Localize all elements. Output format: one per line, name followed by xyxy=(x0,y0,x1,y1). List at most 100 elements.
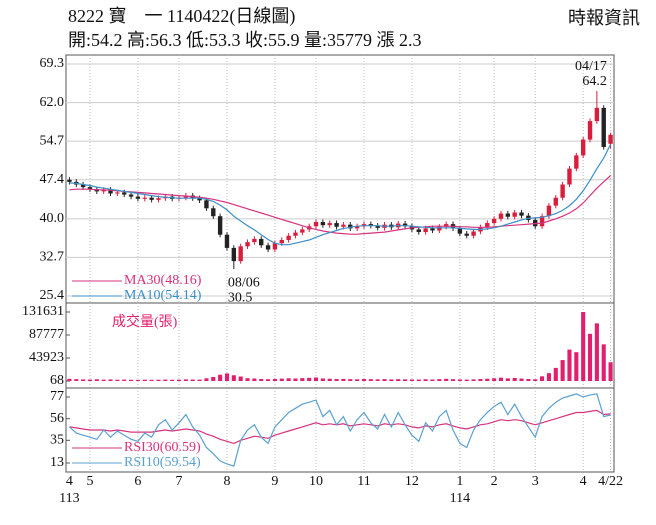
candle-body xyxy=(115,192,120,194)
y-tick-label: 40.0 xyxy=(40,211,65,226)
y-tick-label: 54.7 xyxy=(40,133,65,148)
candle-body xyxy=(587,121,593,140)
bar xyxy=(437,379,442,381)
bar xyxy=(403,379,408,381)
candle-body xyxy=(156,198,161,200)
candle-body xyxy=(204,200,209,209)
y-tick-label: 47.4 xyxy=(40,172,65,187)
candle-body xyxy=(293,232,298,236)
bar xyxy=(498,377,504,381)
source: 時報資訊 xyxy=(568,8,640,28)
bar xyxy=(224,373,230,381)
y-tick-label: 13 xyxy=(50,455,64,470)
legend-label: RSI30(60.59) xyxy=(124,440,201,455)
y-tick-label: 131631 xyxy=(22,304,64,319)
bar xyxy=(320,378,325,381)
bar xyxy=(533,379,538,381)
legend-label: 成交量(張) xyxy=(112,313,178,330)
bar xyxy=(300,378,305,381)
x-tick-label: 9 xyxy=(271,474,278,489)
bar xyxy=(540,376,545,381)
candle-body xyxy=(142,197,147,199)
bar xyxy=(190,379,195,381)
candle-body xyxy=(67,179,72,182)
annotation-value: 64.2 xyxy=(582,74,607,89)
x-tick-label: 10 xyxy=(309,474,323,489)
candle-body xyxy=(238,246,243,262)
quote: 開:54.2 高:56.3 低:53.3 收:55.9 量:35779 漲 2.… xyxy=(68,30,422,50)
bar xyxy=(341,378,346,381)
candle-body xyxy=(498,213,504,219)
chart-title: 8222 寶 一 1140422(日線圖) xyxy=(68,6,295,27)
y-tick-label: 32.7 xyxy=(40,250,65,265)
bar xyxy=(389,379,394,381)
candle-body xyxy=(272,243,278,250)
legend-label: RSI10(59.54) xyxy=(124,455,201,470)
bar xyxy=(252,378,257,381)
candle-body xyxy=(259,238,264,246)
bar xyxy=(457,379,462,381)
bar xyxy=(211,376,216,381)
line-series xyxy=(69,409,611,445)
candle-body xyxy=(375,225,380,228)
bar xyxy=(485,378,490,381)
candle-body xyxy=(471,231,476,236)
candle-body xyxy=(265,245,271,250)
candle-body xyxy=(567,168,572,185)
bar xyxy=(272,378,277,381)
candle-body xyxy=(491,218,497,224)
candle-body xyxy=(300,229,305,233)
bar xyxy=(512,377,517,381)
bar xyxy=(156,379,161,381)
y-tick-label: 68 xyxy=(50,373,64,388)
bar xyxy=(430,379,435,381)
candle-body xyxy=(224,234,230,248)
candle-body xyxy=(512,212,517,217)
annotation-value: 30.5 xyxy=(228,290,253,305)
candle-body xyxy=(539,216,545,227)
bar xyxy=(87,379,93,381)
bar xyxy=(231,375,236,381)
panel-frame xyxy=(65,387,615,473)
candle-body xyxy=(430,228,435,231)
bar xyxy=(478,379,483,381)
bar xyxy=(574,352,579,381)
candle-body xyxy=(286,235,291,240)
bar xyxy=(505,378,510,381)
bar xyxy=(416,379,421,381)
candle-body xyxy=(416,229,421,233)
bar xyxy=(67,378,72,381)
candle-body xyxy=(108,189,113,194)
annotation-date: 04/17 xyxy=(575,59,607,74)
bar xyxy=(135,379,140,381)
bar xyxy=(546,373,551,381)
bar xyxy=(149,379,154,381)
bar xyxy=(122,379,127,381)
candle-body xyxy=(457,228,463,234)
bar xyxy=(464,379,469,381)
candle-body xyxy=(245,242,250,247)
bar xyxy=(553,367,558,381)
candle-body xyxy=(217,216,223,235)
x-tick-label: 1 xyxy=(456,474,463,489)
y-tick-label: 25.4 xyxy=(40,288,65,303)
bar xyxy=(245,378,250,381)
candle-body xyxy=(423,228,428,233)
bar xyxy=(587,333,593,381)
candle-body xyxy=(354,226,360,229)
x-tick-label: 6 xyxy=(134,474,141,489)
line-series xyxy=(69,175,612,235)
bar xyxy=(382,379,387,381)
x-tick-label: 11 xyxy=(357,474,370,489)
bar xyxy=(218,374,223,381)
candle-body xyxy=(149,197,154,200)
annotation-date: 08/06 xyxy=(228,275,260,290)
bar xyxy=(259,378,264,381)
candle-body xyxy=(608,134,613,144)
candle-body xyxy=(580,139,586,156)
bar xyxy=(471,379,476,381)
legend-label: MA30(48.16) xyxy=(124,273,202,288)
x-year-label: 113 xyxy=(59,491,79,506)
candle-body xyxy=(553,197,558,206)
